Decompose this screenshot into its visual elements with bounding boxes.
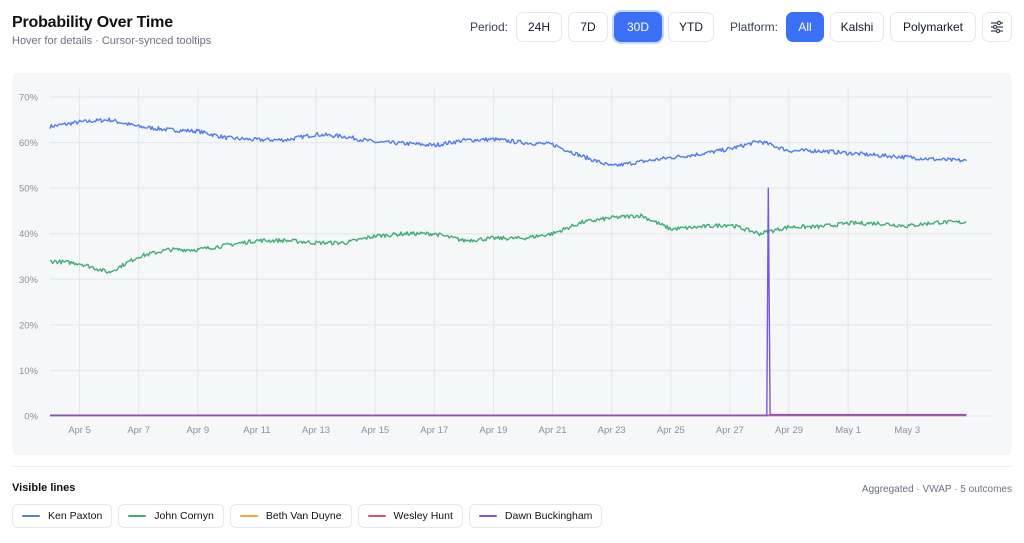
legend-label: Beth Van Duyne — [265, 510, 342, 522]
chart-header: Probability Over Time Hover for details … — [12, 12, 1012, 52]
x-tick-label: Apr 11 — [243, 425, 270, 436]
x-tick-label: May 1 — [835, 425, 861, 436]
x-tick-label: Apr 19 — [479, 425, 507, 436]
x-tick-label: Apr 17 — [420, 425, 448, 436]
legend-label: Wesley Hunt — [393, 510, 453, 522]
x-tick-label: Apr 25 — [657, 425, 685, 436]
x-tick-label: Apr 5 — [68, 425, 91, 436]
legend-label: Dawn Buckingham — [504, 510, 593, 522]
series-line-ken-paxton — [49, 117, 967, 167]
y-tick-label: 60% — [19, 138, 39, 149]
legend-note: Aggregated · VWAP · 5 outcomes — [861, 484, 1012, 495]
legend: Ken Paxton John Cornyn Beth Van Duyne We… — [12, 504, 608, 528]
platform-all-button[interactable]: All — [786, 12, 824, 42]
platform-label: Platform: — [729, 20, 778, 34]
legend-label: John Cornyn — [154, 510, 214, 522]
x-tick-label: Apr 27 — [716, 425, 744, 436]
x-tick-label: Apr 29 — [775, 425, 803, 436]
probability-chart[interactable]: 0% 10% 20% 30% 40% 50% 60% 70% Apr 5 Apr 7 Apr 9 Ap… — [12, 73, 1012, 455]
legend-chip-ken-paxton[interactable]: Ken Paxton — [12, 504, 113, 528]
legend-swatch — [367, 515, 386, 517]
legend-swatch — [128, 515, 147, 517]
x-tick-label: Apr 21 — [539, 425, 567, 436]
x-tick-label: Apr 13 — [302, 425, 330, 436]
period-7d-button[interactable]: 7D — [567, 12, 608, 42]
platform-kalshi-button[interactable]: Kalshi — [830, 12, 884, 42]
legend-chip-dawn-buckingham[interactable]: Dawn Buckingham — [468, 504, 603, 528]
y-tick-label: 20% — [19, 320, 39, 331]
y-tick-label: 70% — [19, 93, 39, 104]
chart-area[interactable]: 0% 10% 20% 30% 40% 50% 60% 70% Apr 5 Apr 7 Apr 9 Ap… — [12, 73, 1012, 455]
legend-label: Ken Paxton — [48, 510, 103, 522]
legend-swatch — [22, 515, 40, 517]
divider — [12, 466, 1012, 467]
y-tick-label: 30% — [19, 275, 39, 286]
x-tick-label: Apr 15 — [361, 425, 389, 436]
legend-title: Visible lines — [12, 482, 76, 494]
period-ytd-button[interactable]: YTD — [667, 12, 714, 42]
x-tick-label: Apr 9 — [186, 425, 209, 436]
x-tick-label: Apr 7 — [127, 425, 150, 436]
y-tick-label: 50% — [19, 184, 39, 195]
series-line-john-cornyn — [49, 213, 967, 274]
y-tick-label: 40% — [19, 229, 39, 240]
legend-chip-john-cornyn[interactable]: John Cornyn — [118, 504, 224, 528]
period-30d-button[interactable]: 30D — [613, 12, 662, 42]
platform-polymarket-button[interactable]: Polymarket — [890, 12, 976, 42]
legend-chip-beth-van-duyne[interactable]: Beth Van Duyne — [229, 504, 352, 528]
page-title: Probability Over Time — [12, 14, 173, 31]
x-tick-label: May 3 — [894, 425, 920, 436]
legend-swatch — [239, 515, 258, 517]
settings-button[interactable] — [982, 12, 1012, 42]
page-subtitle: Hover for details · Cursor-synced toolti… — [12, 35, 212, 47]
legend-swatch — [478, 515, 497, 517]
sliders-icon — [991, 20, 1003, 34]
series-line-dawn-buckingham — [50, 187, 967, 417]
x-tick-label: Apr 23 — [598, 425, 626, 436]
period-24h-button[interactable]: 24H — [515, 12, 562, 42]
chart-controls: Period: 24H 7D 30D YTD Platform: All Kal… — [470, 12, 1012, 42]
period-label: Period: — [469, 20, 508, 34]
y-tick-label: 0% — [24, 412, 38, 423]
y-tick-label: 10% — [19, 366, 39, 377]
legend-chip-wesley-hunt[interactable]: Wesley Hunt — [357, 504, 463, 528]
